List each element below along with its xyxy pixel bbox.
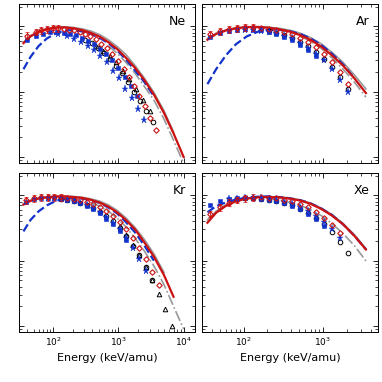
X-axis label: Energy (keV/amu): Energy (keV/amu): [57, 353, 157, 363]
Text: Kr: Kr: [173, 184, 186, 197]
Text: Xe: Xe: [353, 184, 369, 197]
Text: Ne: Ne: [169, 15, 186, 28]
X-axis label: Energy (keV/amu): Energy (keV/amu): [240, 353, 340, 363]
Text: Ar: Ar: [356, 15, 369, 28]
